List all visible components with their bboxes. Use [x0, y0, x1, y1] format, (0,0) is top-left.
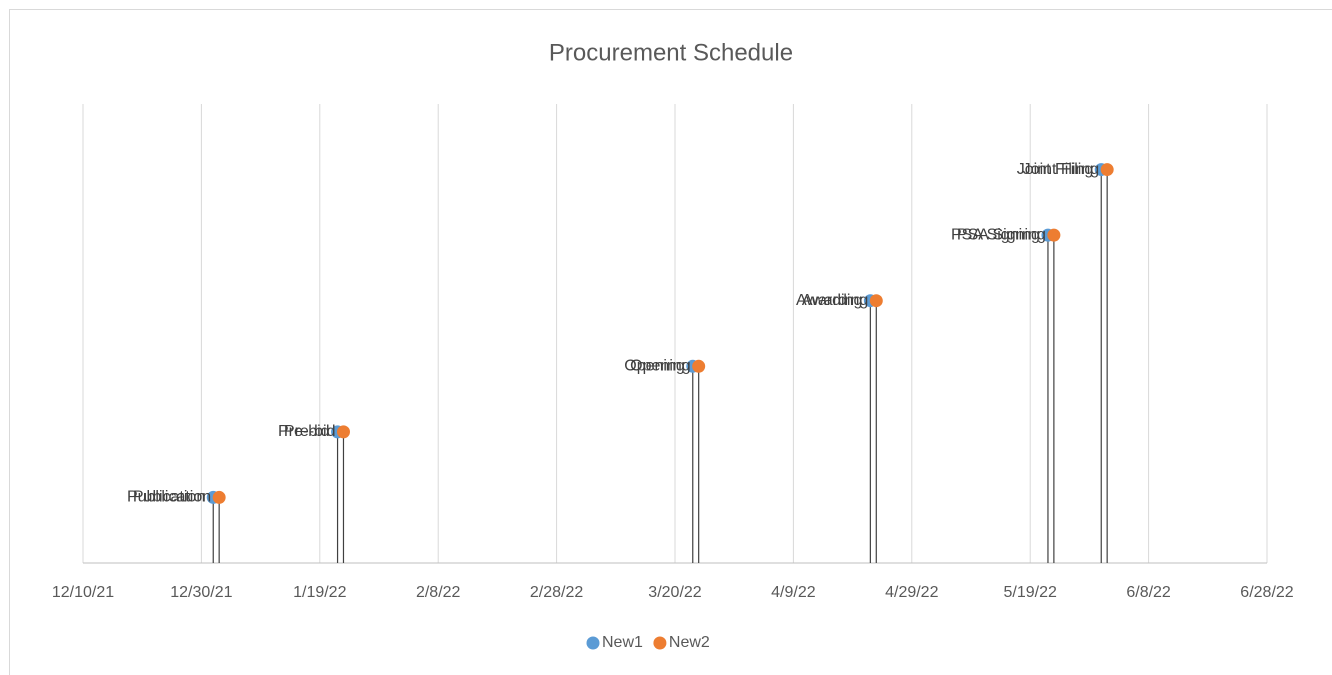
chart-title: Procurement Schedule	[549, 39, 793, 66]
point	[336, 425, 350, 439]
legend-label: New2	[669, 634, 710, 651]
data-label: Awarding	[796, 292, 862, 309]
legend-marker	[586, 636, 600, 650]
x-tick-label: 6/8/22	[1126, 584, 1171, 601]
x-tick-label: 2/8/22	[416, 584, 461, 601]
x-tick-label: 5/19/22	[1004, 584, 1057, 601]
point	[869, 294, 883, 308]
data-label: Joint Filing	[1017, 161, 1093, 178]
data-label: Publication	[127, 489, 205, 506]
x-tick-label: 4/9/22	[771, 584, 816, 601]
legend-label: New1	[602, 634, 643, 651]
data-label: PSA Signing	[957, 226, 1046, 243]
chart-frame	[9, 9, 1332, 675]
x-tick-label: 6/28/22	[1240, 584, 1293, 601]
data-label: Joint Filing	[1023, 161, 1099, 178]
point	[692, 359, 706, 373]
point	[1047, 228, 1061, 242]
point	[1100, 163, 1114, 177]
data-label: Awarding	[802, 292, 868, 309]
data-label: PSA Signing	[951, 226, 1040, 243]
data-label: Opening	[630, 358, 691, 375]
x-tick-label: 2/28/22	[530, 584, 583, 601]
data-label: Publication	[133, 489, 211, 506]
data-label: Opening	[624, 358, 685, 375]
x-tick-label: 12/30/21	[170, 584, 232, 601]
x-tick-label: 1/19/22	[293, 584, 346, 601]
legend-marker	[653, 636, 667, 650]
x-tick-label: 3/20/22	[648, 584, 701, 601]
data-label: Pre-bid	[278, 423, 330, 440]
point	[212, 490, 226, 504]
x-tick-label: 4/29/22	[885, 584, 938, 601]
x-tick-label: 12/10/21	[52, 584, 114, 601]
data-label: Pre-bid	[284, 423, 336, 440]
